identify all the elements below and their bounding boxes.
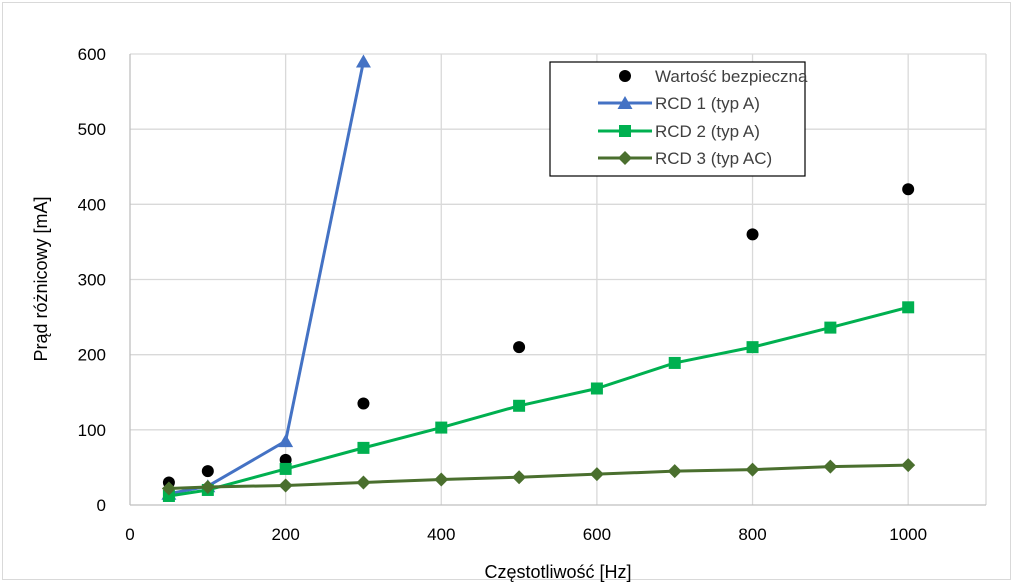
x-tick-label: 200 bbox=[271, 525, 299, 544]
legend-entry-rcd3: RCD 3 (typ AC) bbox=[598, 149, 772, 168]
plot-series bbox=[161, 54, 916, 502]
data-point bbox=[512, 470, 527, 485]
data-point bbox=[513, 341, 526, 354]
legend-marker-triangle bbox=[617, 96, 633, 109]
data-point bbox=[278, 478, 293, 493]
data-point bbox=[279, 453, 292, 466]
data-point bbox=[746, 228, 759, 241]
legend-label: RCD 2 (typ A) bbox=[655, 122, 760, 141]
x-tick-label: 400 bbox=[427, 525, 455, 544]
y-tick-label: 300 bbox=[78, 271, 106, 290]
data-point bbox=[824, 321, 837, 334]
data-point bbox=[435, 421, 448, 434]
data-point bbox=[434, 472, 449, 487]
data-point bbox=[823, 459, 838, 474]
y-tick-label: 200 bbox=[78, 346, 106, 365]
x-tick-label: 800 bbox=[738, 525, 766, 544]
x-tick-label: 1000 bbox=[889, 525, 927, 544]
data-point bbox=[200, 479, 215, 494]
legend: Wartość bezpieczna RCD 1 (typ A) RCD 2 (… bbox=[549, 61, 808, 177]
series-0 bbox=[162, 183, 915, 489]
legend-marker-circle bbox=[619, 70, 631, 82]
legend-label: Wartość bezpieczna bbox=[655, 67, 808, 86]
data-point bbox=[513, 399, 526, 412]
data-point bbox=[901, 458, 916, 473]
legend-label: RCD 1 (typ A) bbox=[655, 94, 760, 113]
legend-box bbox=[549, 61, 806, 177]
legend-entry-rcd1: RCD 1 (typ A) bbox=[598, 94, 760, 113]
data-point bbox=[745, 462, 760, 477]
x-tick-label: 600 bbox=[583, 525, 611, 544]
data-point bbox=[355, 54, 371, 68]
data-point bbox=[201, 465, 214, 478]
data-point bbox=[667, 464, 682, 479]
data-point bbox=[278, 434, 294, 448]
data-point bbox=[668, 356, 681, 369]
data-point bbox=[589, 467, 604, 482]
y-tick-label: 500 bbox=[78, 120, 106, 139]
data-point bbox=[162, 489, 175, 502]
data-point bbox=[161, 481, 176, 496]
data-point bbox=[356, 475, 371, 490]
data-point bbox=[590, 382, 603, 395]
tick-labels: 0 100 200 300 400 500 600 0 200 400 600 800 1000 bbox=[78, 45, 927, 544]
legend-label: RCD 3 (typ AC) bbox=[655, 149, 772, 168]
y-axis-title: Prąd różnicowy [mA] bbox=[31, 196, 51, 361]
series-line bbox=[168, 61, 365, 496]
data-point bbox=[357, 397, 370, 410]
legend-marker-diamond bbox=[618, 151, 632, 165]
series-2 bbox=[162, 301, 915, 502]
x-tick-label: 0 bbox=[125, 525, 134, 544]
y-tick-label: 0 bbox=[97, 496, 106, 515]
data-point bbox=[746, 341, 759, 354]
legend-entry-rcd2: RCD 2 (typ A) bbox=[598, 122, 760, 141]
data-point bbox=[902, 301, 915, 314]
y-tick-label: 600 bbox=[78, 45, 106, 64]
data-point bbox=[279, 462, 292, 475]
data-point bbox=[357, 441, 370, 454]
series-3 bbox=[161, 458, 916, 496]
data-point bbox=[902, 183, 915, 196]
axes bbox=[129, 54, 986, 506]
y-tick-label: 400 bbox=[78, 195, 106, 214]
legend-entry-safe-value: Wartość bezpieczna bbox=[619, 67, 808, 86]
y-tick-label: 100 bbox=[78, 421, 106, 440]
x-axis-title: Częstotliwość [Hz] bbox=[484, 562, 631, 582]
legend-marker-square bbox=[619, 125, 631, 137]
